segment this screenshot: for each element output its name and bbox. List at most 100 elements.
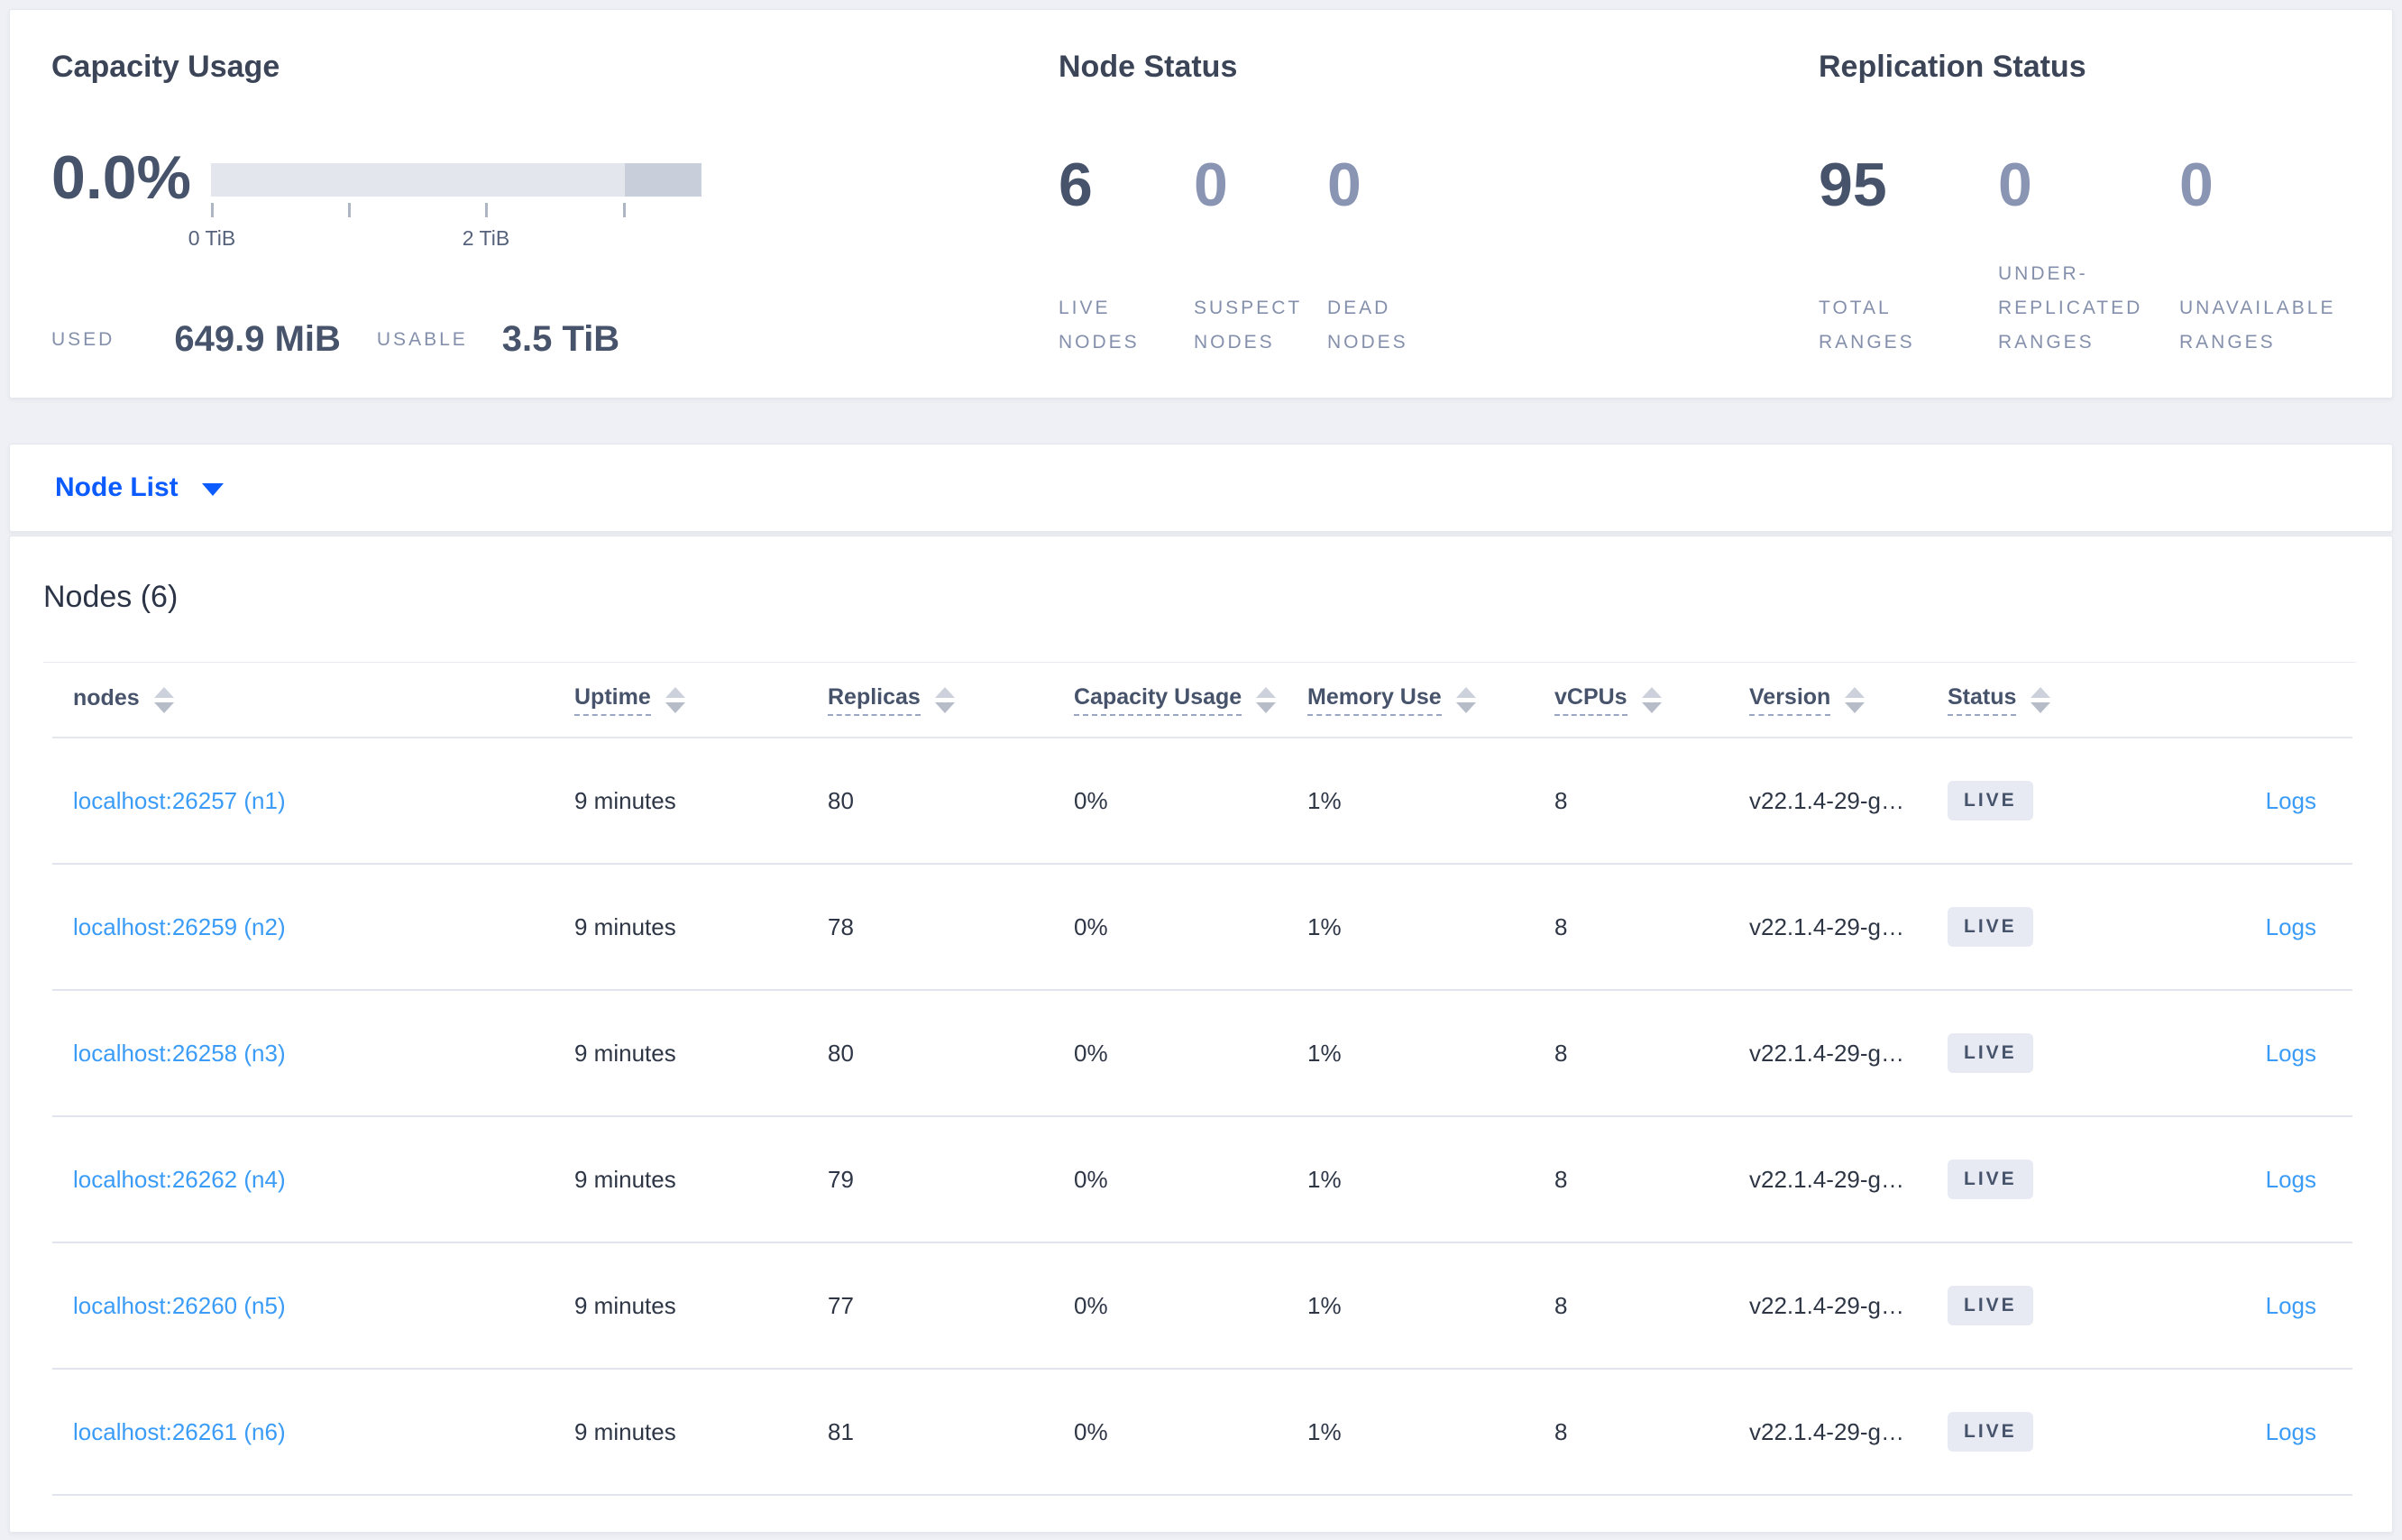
table-row: localhost:26262 (n4) 9 minutes 79 0% 1% … [52, 1117, 2352, 1243]
replicas-cell: 81 [828, 1417, 854, 1445]
memory-use-cell: 1% [1307, 1165, 1342, 1193]
capacity-axis-label-0: 0 TiB [188, 226, 236, 250]
memory-use-cell: 1% [1307, 1291, 1342, 1319]
replicas-cell: 77 [828, 1291, 854, 1319]
node-link[interactable]: localhost:26257 (n1) [73, 786, 286, 814]
column-header-capacity-usage[interactable]: Capacity Usage [1074, 684, 1307, 716]
memory-use-cell: 1% [1307, 786, 1342, 814]
nodes-table-header: nodes Uptime Replicas Capacity Usage Mem… [52, 663, 2352, 738]
status-badge: LIVE [1948, 1286, 2033, 1325]
uptime-cell: 9 minutes [574, 1291, 676, 1319]
vcpus-cell: 8 [1554, 1417, 1568, 1445]
logs-link[interactable]: Logs [2265, 1039, 2316, 1067]
logs-link[interactable]: Logs [2265, 786, 2316, 814]
capacity-axis-tick [211, 203, 214, 217]
uptime-cell: 9 minutes [574, 1039, 676, 1067]
suspect-nodes-label: SUSPECT NODES [1194, 298, 1302, 353]
suspect-nodes-metric: 0 SUSPECT NODES [1194, 154, 1320, 360]
status-badge: LIVE [1948, 907, 2033, 947]
capacity-percent-value: 0.0% [51, 143, 191, 212]
table-row: localhost:26257 (n1) 9 minutes 80 0% 1% … [52, 738, 2352, 865]
table-row: localhost:26259 (n2) 9 minutes 78 0% 1% … [52, 865, 2352, 991]
status-badge: LIVE [1948, 1160, 2033, 1199]
capacity-bar-reserved-segment [625, 163, 701, 197]
total-ranges-metric: 95 TOTAL RANGES [1819, 154, 1954, 360]
live-nodes-metric: 6 LIVE NODES [1059, 154, 1185, 360]
logs-link[interactable]: Logs [2265, 1165, 2316, 1193]
under-replicated-ranges-label: UNDER-REPLICATED RANGES [1998, 263, 2143, 353]
vcpus-cell: 8 [1554, 1165, 1568, 1193]
capacity-axis-label-2: 2 TiB [462, 226, 510, 250]
sort-icon [153, 686, 174, 713]
node-link[interactable]: localhost:26260 (n5) [73, 1291, 286, 1319]
column-header-version[interactable]: Version [1749, 684, 1948, 716]
node-link[interactable]: localhost:26262 (n4) [73, 1165, 286, 1193]
used-value: 649.9 MiB [174, 318, 341, 359]
chevron-down-icon [201, 483, 224, 496]
logs-link[interactable]: Logs [2265, 1417, 2316, 1445]
table-row: localhost:26258 (n3) 9 minutes 80 0% 1% … [52, 991, 2352, 1117]
view-selector-bar: Node List [9, 444, 2393, 532]
column-header-status[interactable]: Status [1948, 684, 2236, 716]
sort-icon [934, 686, 955, 713]
status-badge: LIVE [1948, 1033, 2033, 1073]
capacity-usage-cell: 0% [1074, 912, 1108, 940]
nodes-panel: Nodes (6) nodes Uptime Replicas Capacity… [9, 536, 2393, 1533]
total-ranges-label: TOTAL RANGES [1819, 298, 1915, 353]
version-cell: v22.1.4-29-g… [1749, 1417, 1904, 1445]
unavailable-ranges-value: 0 [2179, 151, 2214, 219]
memory-use-cell: 1% [1307, 1039, 1342, 1067]
capacity-used-row: USED 649.9 MiB USABLE 3.5 TiB [51, 315, 619, 363]
vcpus-cell: 8 [1554, 786, 1568, 814]
table-row: localhost:26260 (n5) 9 minutes 77 0% 1% … [52, 1243, 2352, 1370]
node-link[interactable]: localhost:26261 (n6) [73, 1417, 286, 1445]
usable-value: 3.5 TiB [501, 318, 620, 359]
logs-link[interactable]: Logs [2265, 912, 2316, 940]
sort-icon [1845, 686, 1866, 713]
replicas-cell: 80 [828, 1039, 854, 1067]
usable-label: USABLE [376, 328, 468, 350]
unavailable-ranges-label: UNAVAILABLE RANGES [2179, 298, 2336, 353]
dead-nodes-metric: 0 DEAD NODES [1327, 154, 1453, 360]
node-list-dropdown[interactable]: Node List [55, 472, 224, 503]
memory-use-cell: 1% [1307, 1417, 1342, 1445]
capacity-usage-cell: 0% [1074, 1417, 1108, 1445]
sort-icon [1641, 686, 1662, 713]
version-cell: v22.1.4-29-g… [1749, 1165, 1904, 1193]
vcpus-cell: 8 [1554, 1291, 1568, 1319]
column-header-replicas[interactable]: Replicas [828, 684, 1074, 716]
vcpus-cell: 8 [1554, 912, 1568, 940]
vcpus-cell: 8 [1554, 1039, 1568, 1067]
suspect-nodes-value: 0 [1194, 151, 1228, 219]
live-nodes-value: 6 [1059, 151, 1093, 219]
column-header-vcpus[interactable]: vCPUs [1554, 684, 1749, 716]
sort-icon [665, 686, 685, 713]
column-header-uptime[interactable]: Uptime [574, 684, 828, 716]
version-cell: v22.1.4-29-g… [1749, 1039, 1904, 1067]
uptime-cell: 9 minutes [574, 1417, 676, 1445]
sort-icon [1455, 686, 1476, 713]
node-list-dropdown-label: Node List [55, 472, 179, 502]
nodes-panel-title: Nodes (6) [43, 580, 179, 614]
under-replicated-ranges-value: 0 [1998, 151, 2032, 219]
memory-use-cell: 1% [1307, 912, 1342, 940]
unavailable-ranges-metric: 0 UNAVAILABLE RANGES [2179, 154, 2360, 360]
under-replicated-ranges-metric: 0 UNDER-REPLICATED RANGES [1998, 154, 2165, 360]
logs-link[interactable]: Logs [2265, 1291, 2316, 1319]
capacity-usage-bar [211, 163, 701, 197]
version-cell: v22.1.4-29-g… [1749, 786, 1904, 814]
column-header-nodes[interactable]: nodes [52, 685, 574, 715]
total-ranges-value: 95 [1819, 151, 1887, 219]
node-link[interactable]: localhost:26258 (n3) [73, 1039, 286, 1067]
table-row: localhost:26261 (n6) 9 minutes 81 0% 1% … [52, 1370, 2352, 1496]
capacity-usage-cell: 0% [1074, 1039, 1108, 1067]
dead-nodes-value: 0 [1327, 151, 1361, 219]
version-cell: v22.1.4-29-g… [1749, 1291, 1904, 1319]
version-cell: v22.1.4-29-g… [1749, 912, 1904, 940]
status-badge: LIVE [1948, 781, 2033, 820]
node-link[interactable]: localhost:26259 (n2) [73, 912, 286, 940]
live-nodes-label: LIVE NODES [1059, 298, 1140, 353]
uptime-cell: 9 minutes [574, 912, 676, 940]
column-header-memory-use[interactable]: Memory Use [1307, 684, 1554, 716]
